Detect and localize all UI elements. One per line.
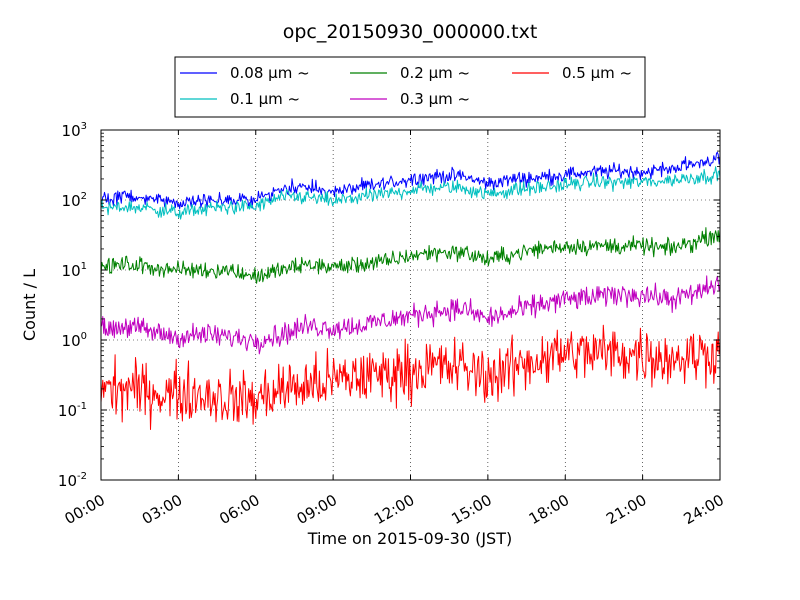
y-tick-label: 100 <box>62 331 87 350</box>
legend-label-3: 0.3 μm ~ <box>400 90 470 108</box>
legend: 0.08 μm ~ 0.1 μm ~ 0.2 μm ~ 0.3 μm ~ 0.5 μm … <box>174 56 646 118</box>
x-tick-label: 15:00 <box>448 491 494 528</box>
x-tick-label: 06:00 <box>216 491 262 528</box>
legend-label-2: 0.2 μm ~ <box>400 64 470 82</box>
x-tick-label: 00:00 <box>62 491 108 528</box>
y-tick-label: 103 <box>62 121 87 140</box>
x-tick-label: 03:00 <box>139 491 185 528</box>
x-tick-label: 24:00 <box>681 491 727 528</box>
series-line-4 <box>100 324 721 430</box>
series-line-3 <box>100 275 721 355</box>
x-axis-label: Time on 2015-09-30 (JST) <box>307 529 512 548</box>
y-tick-label: 10-1 <box>58 401 87 420</box>
legend-label-4: 0.5 μm ~ <box>562 64 632 82</box>
y-tick-label: 102 <box>62 191 87 210</box>
x-tick-label: 09:00 <box>294 491 340 528</box>
y-tick-label: 101 <box>62 261 87 280</box>
series-layer <box>100 151 721 430</box>
legend-label-0: 0.08 μm ~ <box>230 64 310 82</box>
series-line-2 <box>100 227 721 284</box>
x-tick-label: 18:00 <box>526 491 572 528</box>
x-tick-label: 12:00 <box>371 491 417 528</box>
series-line-0 <box>100 151 721 210</box>
y-tick-label: 10-2 <box>58 471 87 490</box>
chart-title: opc_20150930_000000.txt <box>283 21 538 43</box>
legend-label-1: 0.1 μm ~ <box>230 90 300 108</box>
legend-box <box>174 56 646 118</box>
series-line-1 <box>100 166 721 220</box>
x-tick-label: 21:00 <box>603 491 649 528</box>
y-axis-label: Count / L <box>20 269 39 341</box>
